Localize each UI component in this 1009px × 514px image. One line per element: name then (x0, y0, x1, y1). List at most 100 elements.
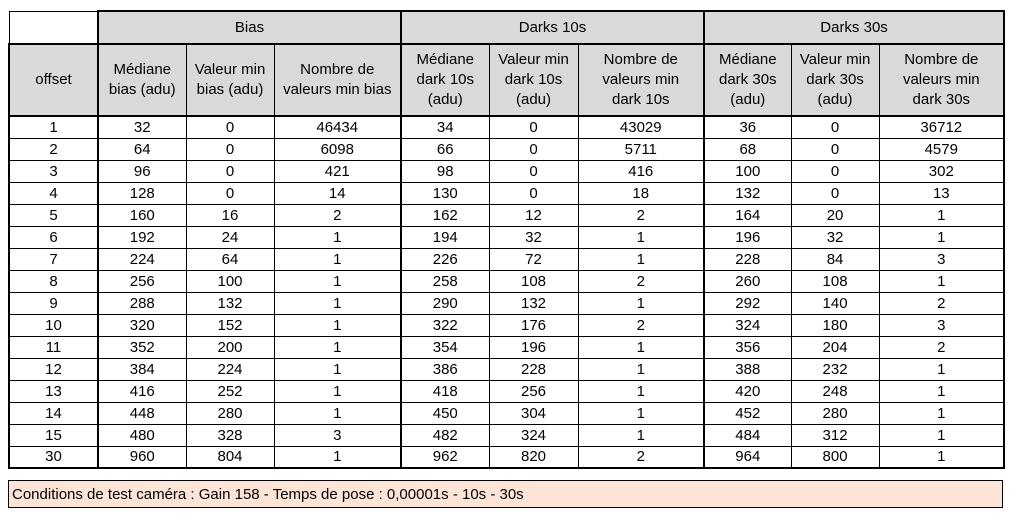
value-cell: 421 (273, 159, 402, 183)
value-cell: 1 (273, 445, 402, 469)
value-cell: 1 (577, 291, 705, 315)
value-cell: 0 (488, 159, 579, 183)
table-row: 5 160 16 2 162 12 2 164 20 1 (8, 203, 1006, 227)
value-cell: 108 (488, 269, 579, 293)
value-cell: 164 (703, 203, 792, 227)
offset-cell: 14 (8, 401, 99, 425)
value-cell: 1 (273, 269, 402, 293)
value-cell: 196 (703, 225, 792, 249)
value-cell: 1 (273, 291, 402, 315)
value-cell: 192 (97, 225, 187, 249)
value-cell: 1 (273, 247, 402, 271)
value-cell: 964 (703, 445, 792, 469)
value-cell: 1 (577, 225, 705, 249)
value-cell: 64 (185, 247, 275, 271)
value-cell: 18 (577, 181, 705, 205)
value-cell: 1 (577, 401, 705, 425)
value-cell: 1 (878, 379, 1006, 403)
value-cell: 46434 (273, 115, 402, 139)
value-cell: 16 (185, 203, 275, 227)
value-cell: 256 (97, 269, 187, 293)
value-cell: 0 (488, 181, 579, 205)
group-header-darks-30s: Darks 30s (703, 10, 1006, 45)
value-cell: 416 (97, 379, 187, 403)
table-row: 15 480 328 3 482 324 1 484 312 1 (8, 423, 1006, 447)
value-cell: 194 (400, 225, 490, 249)
table-row: 4 128 0 14 130 0 18 132 0 13 (8, 181, 1006, 205)
value-cell: 3 (273, 423, 402, 447)
value-cell: 200 (185, 335, 275, 359)
value-cell: 0 (488, 115, 579, 139)
value-cell: 1 (878, 401, 1006, 425)
value-cell: 84 (790, 247, 880, 271)
value-cell: 1 (878, 269, 1006, 293)
value-cell: 64 (97, 137, 187, 161)
table-row: 8 256 100 1 258 108 2 260 108 1 (8, 269, 1006, 293)
value-cell: 0 (185, 137, 275, 161)
value-cell: 1 (878, 445, 1006, 469)
value-cell: 260 (703, 269, 792, 293)
value-cell: 0 (790, 115, 880, 139)
value-cell: 204 (790, 335, 880, 359)
value-cell: 1 (577, 379, 705, 403)
value-cell: 280 (790, 401, 880, 425)
value-cell: 384 (97, 357, 187, 381)
value-cell: 420 (703, 379, 792, 403)
value-cell: 328 (185, 423, 275, 447)
value-cell: 43029 (577, 115, 705, 139)
value-cell: 224 (97, 247, 187, 271)
offset-cell: 6 (8, 225, 99, 249)
value-cell: 280 (185, 401, 275, 425)
value-cell: 482 (400, 423, 490, 447)
group-header-darks-10s: Darks 10s (400, 10, 705, 45)
value-cell: 386 (400, 357, 490, 381)
col-header-offset: offset (8, 43, 99, 117)
value-cell: 130 (400, 181, 490, 205)
value-cell: 0 (790, 181, 880, 205)
value-cell: 448 (97, 401, 187, 425)
value-cell: 452 (703, 401, 792, 425)
table-row: 6 192 24 1 194 32 1 196 32 1 (8, 225, 1006, 249)
value-cell: 228 (488, 357, 579, 381)
value-cell: 32 (97, 115, 187, 139)
value-cell: 312 (790, 423, 880, 447)
table-body: 1 32 0 46434 34 0 43029 36 0 36712 2 64 0 6098 66 0 5711… (8, 115, 1006, 469)
value-cell: 32 (790, 225, 880, 249)
offset-cell: 9 (8, 291, 99, 315)
table-row: 7 224 64 1 226 72 1 228 84 3 (8, 247, 1006, 271)
test-conditions-bar: Conditions de test caméra : Gain 158 - T… (8, 480, 1003, 508)
table-row: 14 448 280 1 450 304 1 452 280 1 (8, 401, 1006, 425)
value-cell: 2 (878, 291, 1006, 315)
value-cell: 820 (488, 445, 579, 469)
value-cell: 20 (790, 203, 880, 227)
value-cell: 13 (878, 181, 1006, 205)
value-cell: 388 (703, 357, 792, 381)
value-cell: 4579 (878, 137, 1006, 161)
value-cell: 962 (400, 445, 490, 469)
value-cell: 36712 (878, 115, 1006, 139)
value-cell: 0 (790, 137, 880, 161)
value-cell: 252 (185, 379, 275, 403)
value-cell: 162 (400, 203, 490, 227)
value-cell: 258 (400, 269, 490, 293)
table-row: 30 960 804 1 962 820 2 964 800 1 (8, 445, 1006, 469)
value-cell: 32 (488, 225, 579, 249)
value-cell: 3 (878, 313, 1006, 337)
value-cell: 100 (703, 159, 792, 183)
offset-cell: 10 (8, 313, 99, 337)
value-cell: 1 (273, 379, 402, 403)
value-cell: 1 (273, 225, 402, 249)
value-cell: 1 (577, 335, 705, 359)
col-header-mediane-bias: Médiane bias (adu) (97, 43, 187, 117)
table-row: 2 64 0 6098 66 0 5711 68 0 4579 (8, 137, 1006, 161)
value-cell: 132 (703, 181, 792, 205)
value-cell: 2 (577, 203, 705, 227)
value-cell: 232 (790, 357, 880, 381)
value-cell: 1 (878, 225, 1006, 249)
col-header-nombre-valeurs-min-dark-30s: Nombre de valeurs min dark 30s (878, 43, 1006, 117)
value-cell: 1 (878, 423, 1006, 447)
value-cell: 1 (878, 203, 1006, 227)
value-cell: 152 (185, 313, 275, 337)
value-cell: 450 (400, 401, 490, 425)
value-cell: 0 (185, 115, 275, 139)
